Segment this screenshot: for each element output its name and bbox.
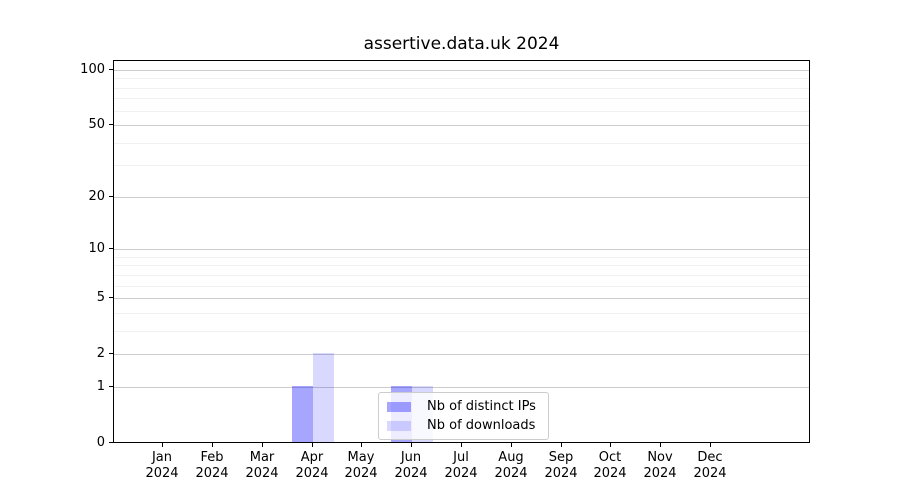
x-tick-feb [212,443,213,447]
y-tick-label-50: 50 [88,117,105,133]
x-tick-mar [262,443,263,447]
x-tick-jan [162,443,163,447]
x-tick-apr [312,443,313,447]
y-tick-label-10: 10 [88,241,105,257]
x-tick-dec [710,443,711,447]
x-tick-oct [610,443,611,447]
gridline-major-50 [114,125,809,127]
plot-inner: Nb of distinct IPs Nb of downloads [114,61,809,442]
x-tick-label-oct: Oct 2024 [593,450,627,481]
x-tick-label-mar: Mar 2024 [245,450,279,481]
legend: Nb of distinct IPs Nb of downloads [378,392,549,440]
gridline-minor-90 [114,78,809,80]
gridline-major-5 [114,298,809,300]
gridline-minor-60 [114,110,809,112]
x-tick-jul [461,443,462,447]
y-tick-0 [109,442,113,443]
gridline-major-1 [114,386,809,388]
y-tick-label-1: 1 [96,378,105,394]
x-tick-label-nov: Nov 2024 [643,450,677,481]
x-tick-label-apr: Apr 2024 [295,450,329,481]
legend-swatch-nb-of-distinct-ips [387,401,411,412]
y-tick-5 [109,297,113,299]
x-tick-label-feb: Feb 2024 [195,450,229,481]
gridline-minor-8 [114,265,809,267]
y-tick-2 [109,353,113,355]
y-tick-label-2: 2 [96,346,105,362]
x-tick-aug [511,443,512,447]
gridline-minor-9 [114,256,809,258]
y-tick-50 [109,124,113,126]
plot-area: Nb of distinct IPs Nb of downloads [113,60,810,443]
x-tick-label-jan: Jan 2024 [145,450,179,481]
x-tick-may [361,443,362,447]
gridline-major-10 [114,249,809,251]
x-tick-jun [411,443,412,447]
x-tick-sep [561,443,562,447]
y-tick-label-0: 0 [96,435,105,450]
x-tick-label-aug: Aug 2024 [494,450,528,481]
y-tick-20 [109,195,113,197]
x-tick-label-jul: Jul 2024 [444,450,478,481]
legend-item-nb-of-downloads: Nb of downloads [379,416,548,435]
gridline-minor-6 [114,285,809,287]
y-tick-10 [109,248,113,250]
y-tick-label-100: 100 [80,62,105,77]
gridline-major-100 [114,70,809,71]
gridline-major-20 [114,196,809,198]
chart-title: assertive.data.uk 2024 [363,34,560,54]
y-tick-label-20: 20 [88,188,105,204]
x-tick-label-dec: Dec 2024 [693,450,727,481]
y-tick-1 [109,385,113,387]
legend-item-nb-of-distinct-ips: Nb of distinct IPs [379,397,548,416]
legend-label-nb-of-distinct-ips: Nb of distinct IPs [427,399,536,414]
gridline-minor-3 [114,330,809,332]
bar-nb-of-downloads-apr [313,353,334,442]
x-tick-label-may: May 2024 [344,450,378,481]
y-tick-label-5: 5 [96,290,105,306]
legend-label-nb-of-downloads: Nb of downloads [427,418,536,433]
x-tick-label-sep: Sep 2024 [544,450,578,481]
gridline-minor-40 [114,142,809,144]
gridline-minor-7 [114,274,809,276]
gridline-major-2 [114,354,809,356]
x-tick-nov [660,443,661,447]
y-tick-100 [109,69,113,70]
gridline-minor-4 [114,312,809,314]
gridline-minor-70 [114,98,809,100]
gridline-minor-30 [114,165,809,167]
x-tick-label-jun: Jun 2024 [394,450,428,481]
legend-swatch-nb-of-downloads [387,420,411,431]
bar-nb-of-distinct-ips-apr [292,385,313,442]
gridline-minor-80 [114,87,809,89]
